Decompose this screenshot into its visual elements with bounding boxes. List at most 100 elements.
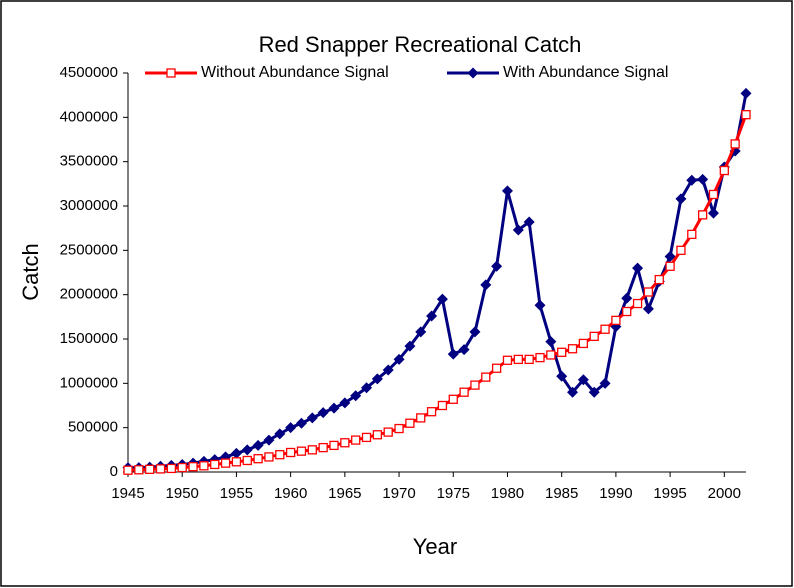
marker [567, 344, 578, 354]
marker [404, 340, 416, 352]
marker [557, 347, 567, 357]
marker [296, 446, 307, 456]
marker [230, 447, 242, 459]
marker [502, 355, 513, 365]
marker [448, 394, 458, 404]
marker [307, 445, 317, 455]
marker [436, 293, 448, 305]
marker [556, 370, 568, 382]
marker [394, 423, 404, 434]
marker [285, 447, 296, 458]
marker [523, 216, 535, 228]
marker [697, 173, 709, 185]
marker [241, 444, 253, 456]
marker [318, 442, 328, 453]
y-axis-label: Catch [18, 243, 43, 300]
marker [501, 185, 513, 197]
marker [643, 287, 654, 297]
marker [340, 438, 350, 448]
marker [231, 457, 242, 467]
marker [123, 465, 133, 475]
marker [426, 310, 438, 322]
y-tick-label: 4500000 [60, 64, 118, 81]
marker [393, 353, 405, 365]
y-tick-label: 500000 [68, 419, 118, 436]
marker [730, 139, 740, 149]
x-tick-label: 1985 [545, 485, 578, 502]
marker [263, 434, 275, 446]
marker [588, 386, 600, 398]
chart-title: Red Snapper Recreational Catch [259, 32, 582, 57]
marker [166, 463, 177, 474]
x-tick-label: 1980 [491, 485, 524, 502]
marker [577, 374, 589, 386]
marker [252, 439, 264, 451]
marker [676, 245, 686, 255]
marker [741, 110, 751, 120]
legend-marker [467, 67, 479, 79]
marker [188, 462, 198, 472]
y-tick-label: 4000000 [60, 108, 118, 125]
x-tick-label: 1975 [437, 485, 470, 502]
marker [491, 260, 503, 272]
marker [285, 422, 297, 434]
marker [295, 417, 307, 429]
y-tick-label: 1500000 [60, 330, 118, 347]
marker [177, 462, 187, 473]
marker [545, 336, 557, 348]
marker [415, 326, 427, 338]
marker [513, 354, 523, 365]
marker [687, 229, 697, 240]
marker [708, 189, 719, 200]
marker [632, 262, 644, 274]
marker [707, 207, 719, 219]
marker [437, 400, 448, 411]
marker [329, 440, 339, 451]
marker [361, 432, 372, 443]
x-tick-label: 1955 [220, 485, 253, 502]
y-tick-label: 2000000 [60, 286, 118, 303]
marker [416, 413, 426, 423]
series-line [128, 93, 748, 470]
marker [642, 303, 654, 315]
x-tick-label: 1965 [328, 485, 361, 502]
legend-marker [166, 68, 176, 78]
marker [512, 224, 524, 236]
marker [458, 344, 470, 356]
marker [534, 299, 546, 311]
marker [622, 306, 632, 317]
marker [611, 315, 621, 326]
marker [459, 387, 469, 397]
marker [372, 430, 383, 440]
marker [665, 261, 675, 271]
marker [306, 412, 318, 424]
marker [491, 363, 502, 373]
marker [481, 372, 491, 382]
marker [469, 326, 481, 338]
marker [145, 464, 155, 474]
marker [740, 87, 752, 99]
x-tick-label: 1945 [111, 485, 144, 502]
x-axis-label: Year [413, 534, 457, 559]
marker [567, 386, 579, 398]
marker [220, 458, 231, 468]
marker [210, 459, 220, 470]
marker [155, 464, 166, 474]
marker [600, 324, 610, 334]
marker [328, 402, 340, 414]
marker [578, 338, 589, 349]
marker [199, 461, 209, 471]
x-tick-label: 1970 [382, 485, 415, 502]
x-tick-label: 2000 [708, 485, 741, 502]
marker [546, 350, 556, 360]
marker [535, 352, 545, 363]
y-tick-label: 2500000 [60, 241, 118, 258]
marker [275, 450, 285, 460]
marker [405, 418, 415, 428]
marker [686, 174, 698, 186]
marker [621, 292, 633, 304]
marker [719, 165, 729, 176]
marker [134, 465, 144, 475]
